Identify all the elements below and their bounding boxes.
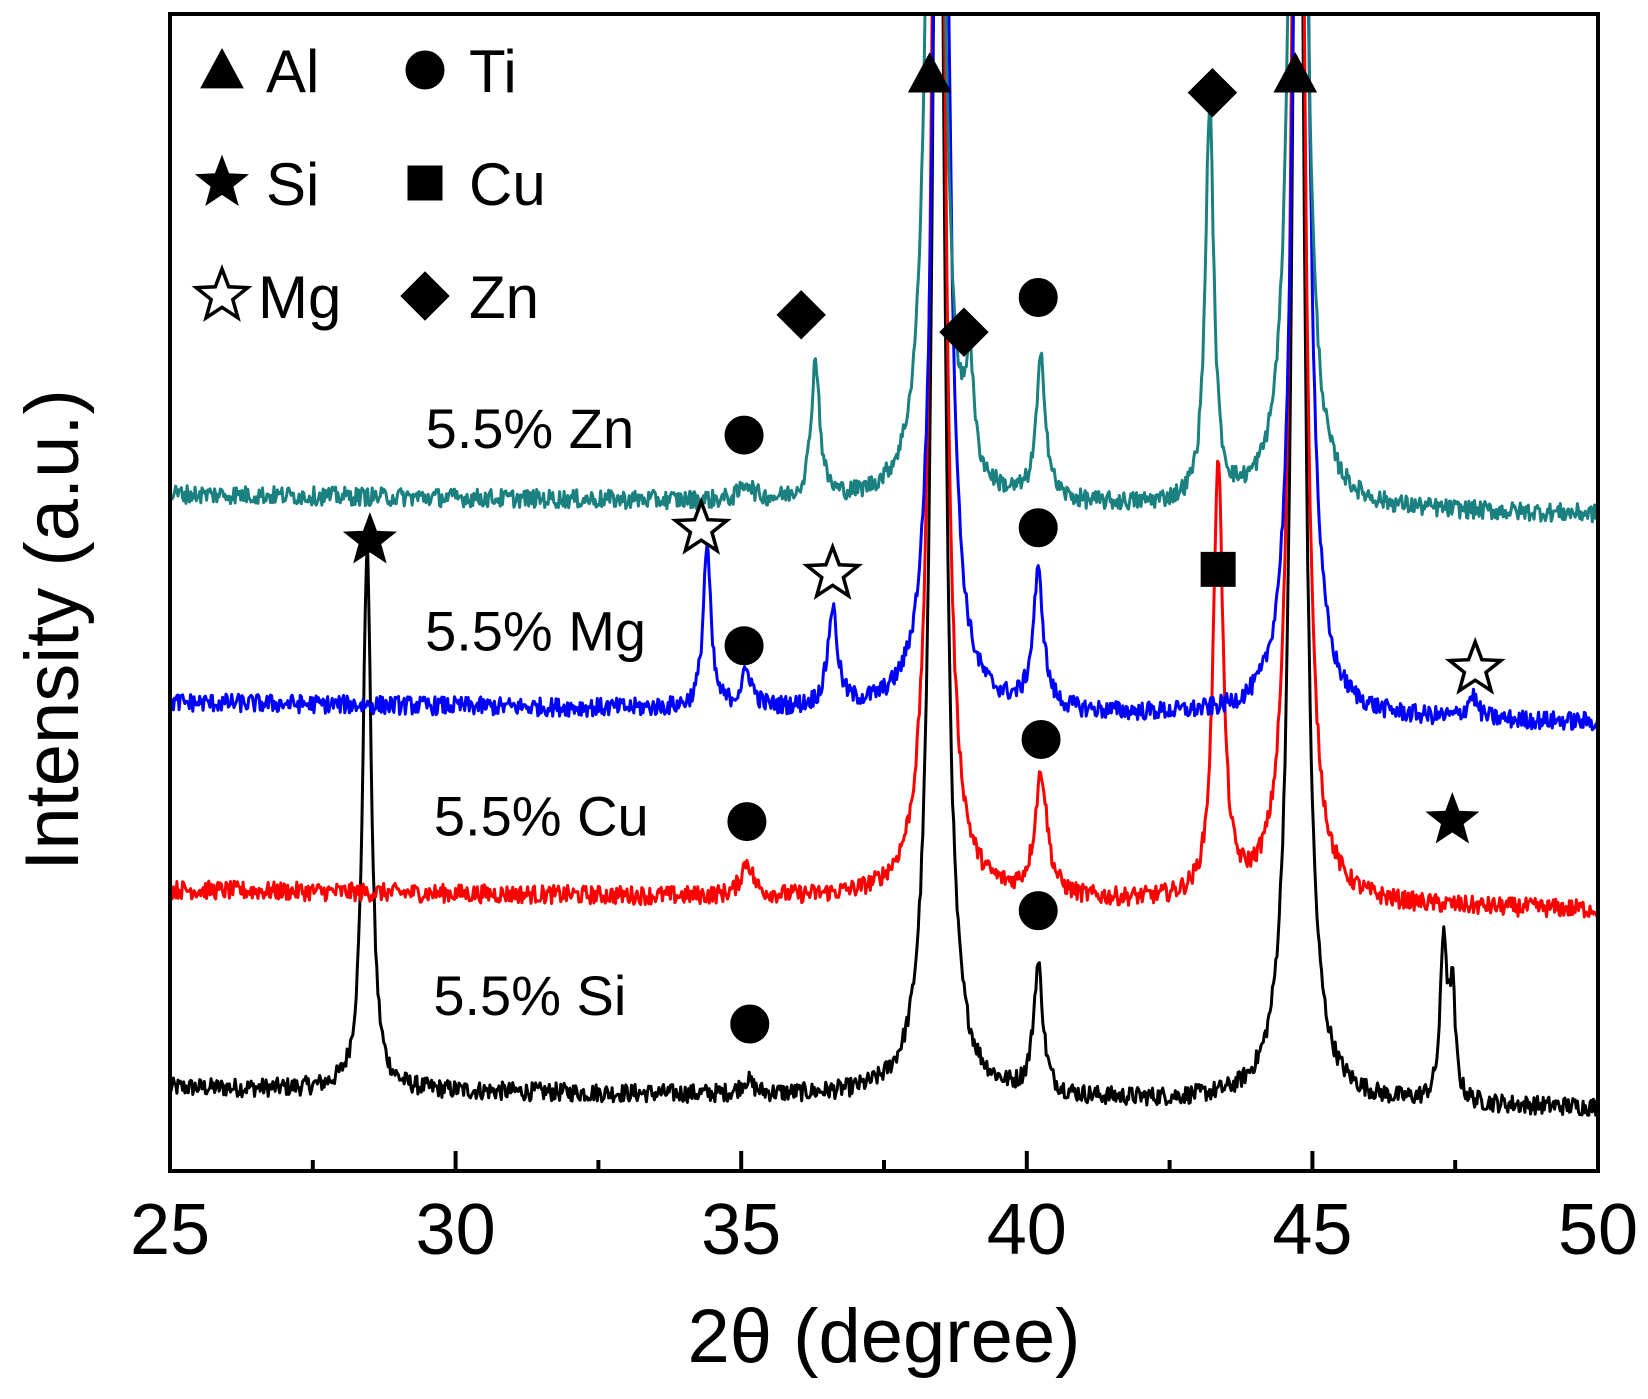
phase-marker-zn-diamond <box>776 290 826 340</box>
phase-marker-ti-circle <box>1018 277 1058 317</box>
legend-label: Zn <box>469 264 539 331</box>
phase-marker-mg-star <box>802 542 864 600</box>
series-label: 5.5% Zn <box>426 397 635 460</box>
series-line-5-5-zn <box>170 14 1598 524</box>
legend-star-icon <box>191 264 253 322</box>
phase-marker-si-star <box>1425 791 1480 844</box>
legend-entry-ti: Ti <box>405 38 517 105</box>
legend-square-icon <box>407 165 443 201</box>
series-label: 5.5% Cu <box>434 784 649 847</box>
y-axis-label: Intensity (a.u.) <box>10 389 95 871</box>
phase-marker-zn-diamond <box>939 307 989 357</box>
legend-entry-si: Si <box>194 151 319 218</box>
series-label: 5.5% Mg <box>425 599 646 662</box>
legend-entry-cu: Cu <box>407 151 546 218</box>
legend-diamond-icon <box>400 271 450 321</box>
legend-triangle-icon <box>200 47 244 89</box>
series-line-5-5-mg <box>170 14 1598 732</box>
series-layer <box>170 14 1598 1117</box>
phase-marker-layer <box>342 52 1506 1044</box>
x-tick-label: 50 <box>1558 1190 1638 1270</box>
phase-marker-mg-star <box>670 496 732 555</box>
series-label-layer: 5.5% Si 5.5% Cu 5.5% Mg 5.5% Zn <box>425 397 649 1027</box>
legend-circle-icon <box>405 50 445 90</box>
legend: Al Ti Si Cu Mg Zn <box>191 38 546 331</box>
x-tick-label: 35 <box>701 1190 781 1270</box>
x-tick-label: 30 <box>416 1190 496 1270</box>
phase-marker-al-triangle <box>1273 52 1318 93</box>
legend-label: Al <box>266 38 319 105</box>
series-label: 5.5% Si <box>433 964 626 1027</box>
x-tick-label: 45 <box>1272 1190 1352 1270</box>
phase-marker-si-star <box>342 511 397 564</box>
phase-marker-ti-circle <box>1021 719 1061 759</box>
series-line-5-5-cu <box>170 14 1598 919</box>
legend-label: Mg <box>258 264 341 331</box>
legend-label: Ti <box>469 38 517 105</box>
legend-entry-zn: Zn <box>400 264 539 331</box>
series-line-5-5-si <box>170 14 1598 1117</box>
legend-label: Cu <box>469 151 546 218</box>
phase-marker-zn-diamond <box>1187 67 1238 118</box>
phase-marker-ti-circle <box>730 1004 770 1044</box>
phase-marker-cu-square <box>1200 551 1236 587</box>
x-tick-label: 40 <box>987 1190 1067 1270</box>
legend-entry-mg: Mg <box>191 264 341 331</box>
legend-entry-al: Al <box>200 38 319 105</box>
x-axis-label: 2θ (degree) <box>688 1294 1081 1379</box>
legend-label: Si <box>266 151 319 218</box>
plot-frame <box>168 12 1600 1173</box>
x-tick-label: 25 <box>130 1190 210 1270</box>
legend-star-icon <box>194 154 250 206</box>
phase-marker-al-triangle <box>907 52 952 93</box>
phase-marker-mg-star <box>1444 636 1506 695</box>
phase-marker-ti-circle <box>727 802 767 842</box>
phase-marker-ti-circle <box>1018 891 1058 931</box>
x-axis-ticks: 25 30 35 40 45 50 <box>130 1151 1638 1270</box>
phase-marker-ti-circle <box>1018 508 1058 548</box>
phase-marker-ti-circle <box>724 415 764 455</box>
phase-marker-ti-circle <box>724 626 764 666</box>
